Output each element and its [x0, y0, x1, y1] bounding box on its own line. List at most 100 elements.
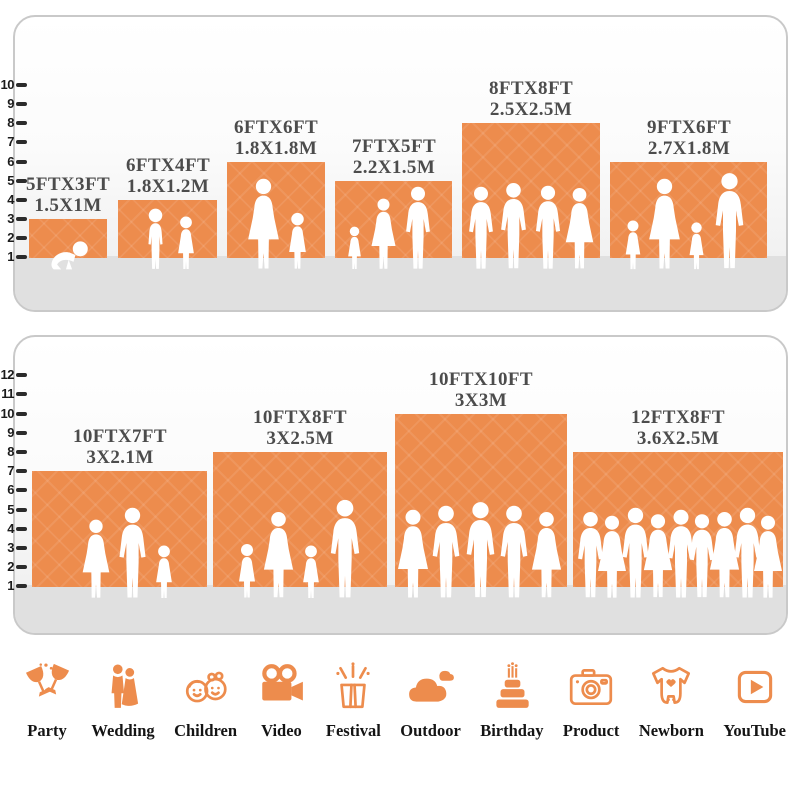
backdrop-label-10x8: 10FTX8FT 3X2.5M	[200, 407, 400, 449]
gift-box-icon	[336, 662, 371, 709]
size-m: 3X2.5M	[266, 428, 334, 449]
ruler-number: 8	[7, 444, 14, 459]
ruler-dash-icon	[16, 198, 27, 202]
backdrop-label-8x8: 8FTX8FT 2.5X2.5M	[431, 78, 631, 120]
backdrop-rect-6x4	[118, 200, 217, 258]
size-ft: 8FTX8FT	[488, 78, 574, 99]
ruler-dash-icon	[16, 373, 27, 377]
video-camera-icon	[262, 664, 304, 701]
ruler-tick-3: 3	[0, 541, 27, 555]
ruler-number: 4	[7, 192, 14, 207]
ruler-number: 9	[7, 425, 14, 440]
birthday-cake-icon	[496, 662, 529, 708]
backdrop-label-10x10: 10FTX10FT 3X3M	[381, 369, 581, 411]
people-silhouette-large-group	[578, 507, 782, 598]
ruler-dash-icon	[16, 83, 27, 87]
ruler-dash-icon	[16, 431, 27, 435]
backdrop-label-5x3: 5FTX3FT 1.5X1M	[0, 174, 168, 216]
ruler-tick-12: 12	[0, 368, 27, 382]
backdrop-rect-5x3	[29, 219, 107, 258]
people-silhouette-family-of-four	[239, 499, 360, 599]
people-silhouette-couple-with-girl	[82, 507, 172, 599]
ruler-number: 2	[7, 230, 14, 245]
category-wedding: Wedding	[91, 662, 155, 741]
ruler-tick-2: 2	[0, 560, 27, 574]
ruler-dash-icon	[16, 255, 27, 259]
ruler-number: 4	[7, 521, 14, 536]
youtube-play-icon	[737, 670, 772, 704]
backdrop-label-7x5: 7FTX5FT 2.2X1.5M	[294, 136, 494, 178]
ruler-dash-icon	[16, 488, 27, 492]
floor-strip	[15, 256, 786, 310]
category-label: Outdoor	[400, 721, 461, 740]
ruler-dash-icon	[16, 217, 27, 221]
size-ft: 9FTX6FT	[646, 117, 732, 138]
size-ft: 6FTX6FT	[233, 117, 319, 138]
ruler-number: 1	[7, 249, 14, 264]
size-ft: 10FTX7FT	[73, 426, 167, 447]
category-label: Newborn	[638, 721, 704, 740]
ruler-dash-icon	[16, 102, 27, 106]
size-ft: 6FTX4FT	[125, 155, 211, 176]
ruler-tick-1: 1	[0, 579, 27, 593]
ruler-number: 7	[7, 134, 14, 149]
ruler-number: 9	[7, 96, 14, 111]
ruler-tick-9: 9	[0, 97, 27, 111]
category-children: Children	[174, 662, 237, 741]
size-ft: 10FTX8FT	[253, 407, 347, 428]
ruler-number: 10	[0, 77, 15, 92]
ruler-dash-icon	[16, 140, 27, 144]
ruler-dash-icon	[16, 508, 27, 512]
size-ft: 12FTX8FT	[631, 407, 725, 428]
ruler-dash-icon	[16, 565, 27, 569]
category-birthday: Birthday	[480, 662, 543, 741]
category-label: Birthday	[480, 721, 544, 740]
category-product: Product	[562, 662, 620, 741]
ruler-number: 6	[7, 154, 14, 169]
size-ft: 5FTX3FT	[25, 174, 111, 195]
backdrop-rect-6x6	[227, 162, 325, 258]
size-m: 2.7X1.8M	[647, 138, 731, 159]
ruler-number: 2	[7, 559, 14, 574]
ruler-number: 5	[7, 502, 14, 517]
ruler-tick-10: 10	[0, 78, 27, 92]
ruler-dash-icon	[16, 412, 27, 416]
category-label: Product	[562, 721, 620, 740]
size-m: 1.8X1.2M	[126, 176, 210, 197]
size-m: 3.6X2.5M	[636, 428, 720, 449]
ruler-number: 1	[7, 578, 14, 593]
category-label: Children	[174, 721, 238, 740]
size-m: 2.2X1.5M	[352, 157, 436, 178]
ruler-tick-3: 3	[0, 212, 27, 226]
category-row: Party Wedding	[22, 662, 786, 741]
size-m: 1.5X1M	[34, 195, 102, 216]
ruler-dash-icon	[16, 160, 27, 164]
category-party: Party	[22, 662, 72, 741]
ruler-number: 3	[7, 211, 14, 226]
ruler-tick-9: 9	[0, 426, 27, 440]
ruler-dash-icon	[16, 392, 27, 396]
size-m: 1.8X1.8M	[234, 138, 318, 159]
ruler-number: 5	[7, 173, 14, 188]
people-silhouette-family-of-three	[348, 186, 430, 269]
ruler-dash-icon	[16, 236, 27, 240]
backdrop-label-10x7: 10FTX7FT 3X2.1M	[20, 426, 220, 468]
backdrop-label-6x6: 6FTX6FT 1.8X1.8M	[176, 117, 376, 159]
people-silhouette-two-children	[148, 208, 194, 270]
size-ft: 10FTX10FT	[429, 369, 533, 390]
category-festival: Festival	[326, 662, 381, 741]
ruler-tick-2: 2	[0, 231, 27, 245]
ruler-number: 3	[7, 540, 14, 555]
ruler-number: 7	[7, 463, 14, 478]
ruler-tick-5: 5	[0, 174, 27, 188]
size-m: 2.5X2.5M	[489, 99, 573, 120]
floor-strip	[15, 585, 786, 633]
ruler-number: 8	[7, 115, 14, 130]
ruler-tick-4: 4	[0, 193, 27, 207]
ruler-number: 12	[0, 367, 15, 382]
people-silhouette-five-adults	[398, 502, 562, 598]
category-outdoor: Outdoor	[400, 662, 461, 741]
ruler-dash-icon	[16, 450, 27, 454]
ruler-dash-icon	[16, 121, 27, 125]
